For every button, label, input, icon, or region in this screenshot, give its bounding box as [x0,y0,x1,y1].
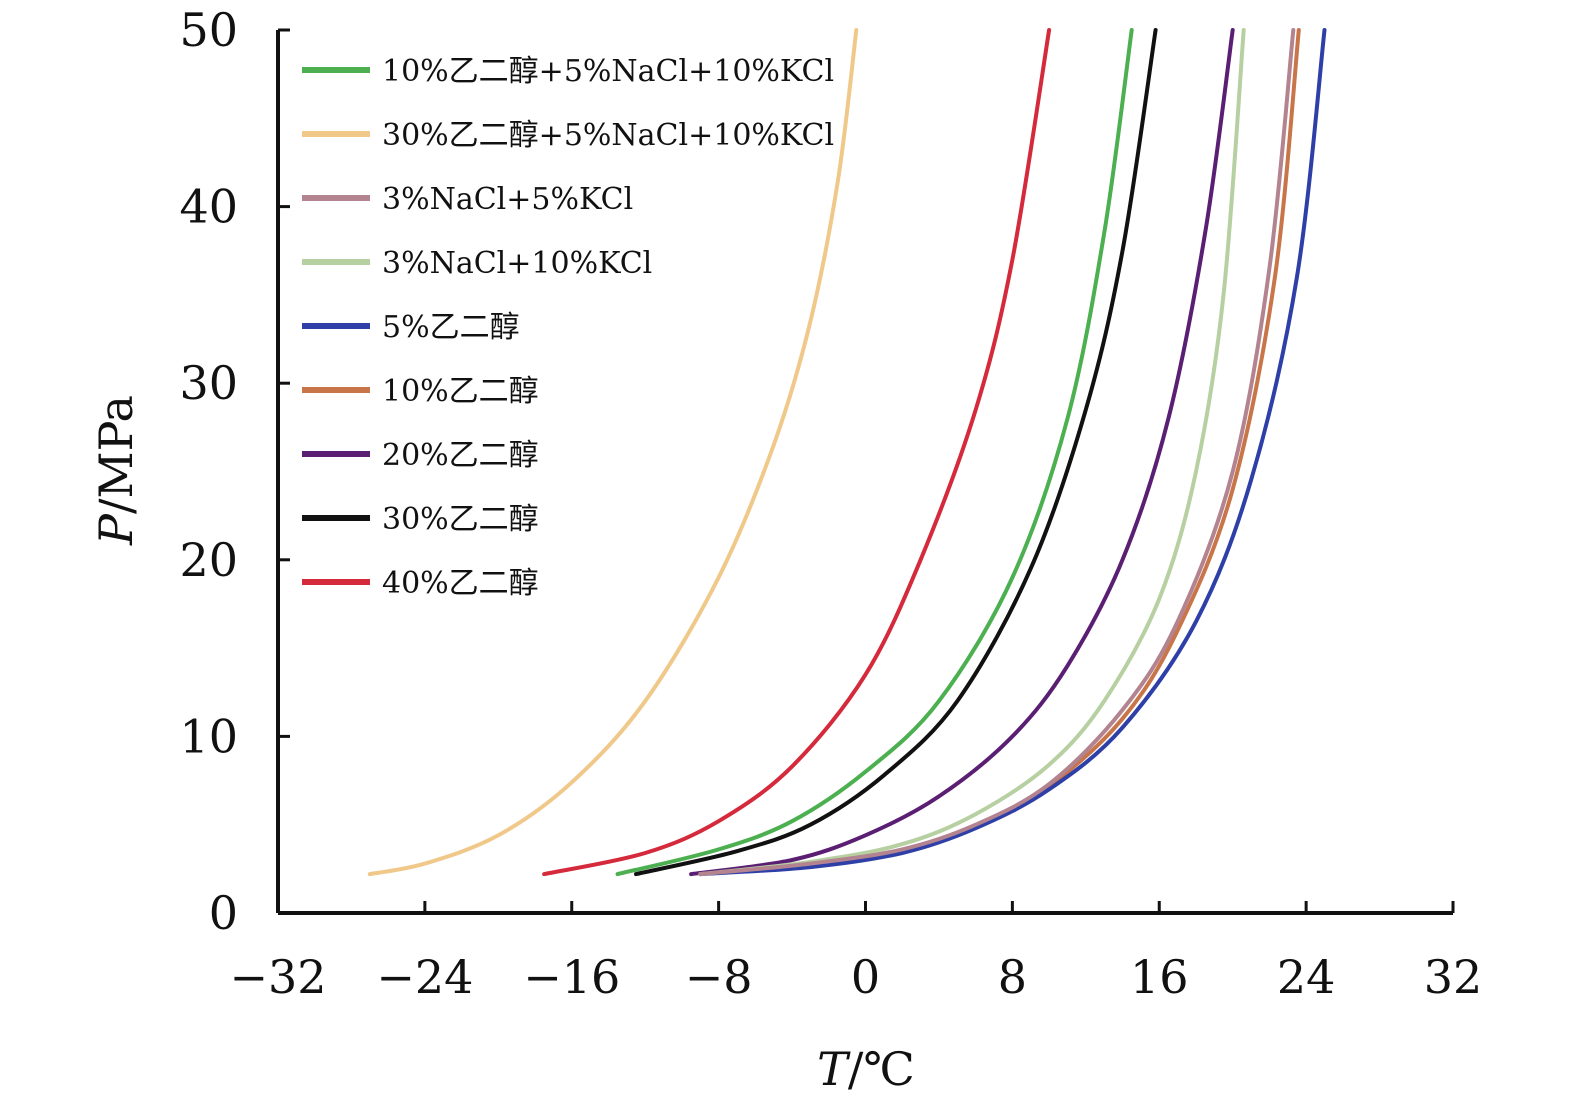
y-tick-label: 40 [179,180,238,234]
series-line-1 [615,28,1134,877]
y-tick-label: 30 [179,356,238,410]
legend-label: 30%乙二醇 [382,502,539,537]
series-line-3 [698,28,1296,877]
x-axis-title-variable: T [817,1042,851,1096]
x-tick-label: 16 [1130,950,1189,1004]
series-line-7 [689,28,1235,877]
y-tick-label: 10 [179,709,238,763]
axes-layer [276,28,1455,915]
legend-label: 5%乙二醇 [382,310,520,345]
legend-label: 10%乙二醇+5%NaCl+10%KCl [382,54,834,89]
x-tick-label: 8 [998,950,1027,1004]
tick-labels-layer: −32 −24 −16 −8 0 8 16 24 32 0 10 20 30 40 50 [179,3,1482,1004]
legend-label: 30%乙二醇+5%NaCl+10%KCl [382,118,834,153]
series-line-5 [698,28,1327,877]
x-tick-label: −32 [229,950,326,1004]
y-axis-title: P/MPa [89,395,143,546]
x-tick-label: 0 [851,950,880,1004]
x-tick-label: −24 [376,950,473,1004]
x-axis-title-unit: /℃ [848,1042,915,1096]
x-tick-label: −16 [523,950,620,1004]
x-tick-label: −8 [685,950,753,1004]
legend-label: 20%乙二醇 [382,438,539,473]
series-line-8 [634,28,1158,877]
legend-label: 3%NaCl+5%KCl [382,182,633,217]
x-axis-title: T/℃ [817,1042,915,1096]
y-axis-title-variable: P [89,513,143,546]
y-tick-label: 50 [179,3,238,57]
series-layer [367,28,1327,877]
series-line-2 [367,28,859,877]
x-tick-label: 24 [1277,950,1336,1004]
y-tick-label: 0 [209,886,238,940]
legend: 10%乙二醇+5%NaCl+10%KCl 30%乙二醇+5%NaCl+10%KCl… [302,54,834,601]
legend-label: 40%乙二醇 [382,566,539,601]
x-tick-label: 32 [1424,950,1483,1004]
y-tick-label: 20 [179,533,238,587]
y-axis-title-unit: /MPa [89,395,143,514]
legend-label: 10%乙二醇 [382,374,539,409]
series-line-4 [698,28,1246,877]
legend-label: 3%NaCl+10%KCl [382,246,652,281]
series-line-9 [542,28,1052,877]
